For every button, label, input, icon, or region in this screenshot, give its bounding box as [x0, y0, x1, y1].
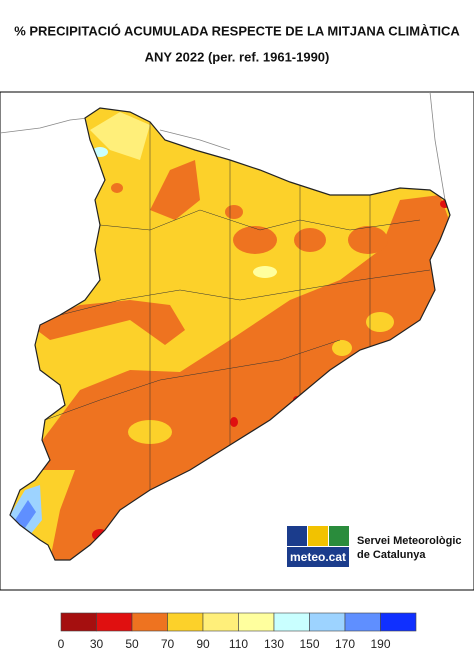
legend-tick-label: 150 [299, 637, 319, 651]
title: % PRECIPITACIÓ ACUMULADA RESPECTE DE LA … [14, 23, 460, 38]
legend-tick-label: 190 [370, 637, 390, 651]
legend-tick-label: 110 [229, 637, 248, 651]
county-borders [44, 120, 431, 500]
legend-tick-label: 50 [125, 637, 139, 651]
logo-line: Servei Meteorològic [357, 535, 462, 547]
logo: meteo.cat Servei Meteorològic de Catalun… [287, 526, 462, 567]
borders [0, 91, 446, 201]
legend-swatch [273, 612, 310, 632]
legend-tick-label: 170 [335, 637, 355, 651]
legend-swatch [96, 612, 133, 632]
legend-swatch [131, 612, 168, 632]
logo-line: de Catalunya [357, 549, 426, 561]
legend-swatch [380, 612, 417, 632]
legend-tick-label: 130 [264, 637, 284, 651]
legend-swatch [60, 612, 97, 632]
legend-swatch [202, 612, 239, 632]
legend-swatch [309, 612, 346, 632]
subtitle: ANY 2022 (per. ref. 1961-1990) [145, 49, 330, 64]
legend-tick-label: 70 [161, 637, 175, 651]
legend-tick-label: 90 [196, 637, 210, 651]
legend-swatch [167, 612, 204, 632]
legend-swatch [344, 612, 381, 632]
legend-swatch [238, 612, 275, 632]
logo-brand: meteo.cat [290, 550, 346, 564]
legend-tick-label: 0 [58, 637, 65, 651]
legend-tick-label: 30 [90, 637, 104, 651]
